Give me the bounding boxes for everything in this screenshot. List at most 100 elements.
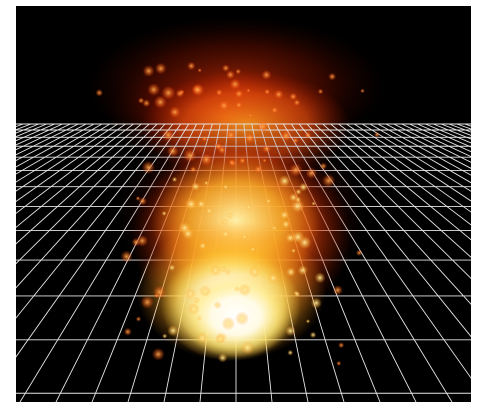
spark-particle <box>317 88 324 95</box>
spark-particle <box>261 69 272 80</box>
spark-particle <box>142 99 151 108</box>
spark-particle <box>250 246 256 252</box>
spark-particle <box>151 347 165 361</box>
spark-particle <box>184 197 198 211</box>
spark-particle <box>235 68 242 75</box>
spark-particle <box>196 315 202 321</box>
spark-particle <box>244 132 256 144</box>
grid-line-depth <box>425 123 471 144</box>
spark-particle <box>279 210 290 220</box>
grid-line-depth <box>16 123 39 134</box>
spark-particle <box>183 148 197 163</box>
spark-particle <box>190 166 197 173</box>
spark-particle <box>297 265 308 276</box>
spark-particle <box>155 62 167 75</box>
render-viewport[interactable] <box>16 6 471 402</box>
spark-particle <box>287 349 294 356</box>
spark-particle <box>210 265 222 276</box>
spark-particle <box>278 175 291 187</box>
spark-particle <box>294 291 301 298</box>
spark-particle <box>167 325 179 337</box>
spark-particle <box>205 207 213 215</box>
spark-particle <box>291 248 296 253</box>
spark-particle <box>241 233 248 240</box>
spark-particle <box>182 227 195 240</box>
spark-particle <box>187 303 200 315</box>
spark-particle <box>238 157 246 165</box>
spark-particle <box>319 162 328 170</box>
spark-particle <box>215 89 223 96</box>
spark-particle <box>288 163 303 177</box>
spark-particle <box>224 269 231 276</box>
spark-particle <box>262 158 267 163</box>
spark-particle <box>120 250 133 263</box>
spark-particle <box>95 89 104 97</box>
spark-particle <box>248 113 253 118</box>
grid-line-depth <box>16 123 79 156</box>
spark-particle <box>235 101 243 109</box>
spark-particle <box>229 78 241 90</box>
grid-line-depth <box>417 123 471 148</box>
spark-particle <box>360 88 365 94</box>
spark-particle <box>199 285 212 298</box>
spark-particle <box>196 332 208 344</box>
spark-particle <box>171 176 178 183</box>
spark-particle <box>245 204 252 211</box>
spark-particle <box>141 160 156 174</box>
spark-particle <box>305 167 317 179</box>
grid-line-depth <box>16 123 63 146</box>
spark-particle <box>311 201 316 206</box>
spark-particle <box>222 64 230 72</box>
spark-particle <box>169 106 181 118</box>
spark-particle <box>332 285 343 296</box>
spark-particle <box>135 316 142 322</box>
spark-particle <box>220 266 227 272</box>
spark-particle <box>191 182 201 192</box>
spark-particle <box>185 288 196 300</box>
spark-particle <box>225 129 236 141</box>
spark-particle <box>228 159 235 166</box>
fire-sparks <box>95 61 380 366</box>
spark-particle <box>321 174 336 188</box>
spark-particle <box>214 142 223 151</box>
grid-line-depth <box>409 123 471 153</box>
spark-particle <box>257 120 269 132</box>
spark-particle <box>328 72 337 81</box>
spark-particle <box>196 199 206 209</box>
grid-line-depth <box>16 123 55 142</box>
spark-particle <box>338 342 345 349</box>
spark-particle <box>234 286 240 292</box>
spark-particle <box>187 61 196 71</box>
spark-particle <box>305 319 311 324</box>
spark-particle <box>293 99 301 107</box>
spark-particle <box>204 180 209 186</box>
spark-particle <box>161 85 176 100</box>
spark-particle <box>272 225 277 231</box>
spark-particle <box>290 199 305 214</box>
spark-particle <box>226 212 234 219</box>
spark-particle <box>221 218 228 226</box>
spark-particle <box>162 333 168 339</box>
spark-particle <box>147 83 161 96</box>
spark-particle <box>193 297 200 304</box>
spark-particle <box>221 229 230 239</box>
spark-particle <box>285 325 296 337</box>
spark-particle <box>355 249 363 256</box>
spark-particle <box>218 100 230 112</box>
spark-particle <box>374 131 380 138</box>
spark-particle <box>154 293 160 299</box>
spark-particle <box>215 334 225 344</box>
spark-particle <box>266 198 272 204</box>
spark-particle <box>198 241 207 250</box>
spark-particle <box>310 297 322 309</box>
spark-particle <box>199 152 213 167</box>
spark-particle <box>262 144 271 154</box>
spark-particle <box>153 95 167 109</box>
grid-line-depth <box>16 123 134 214</box>
spark-particle <box>238 283 252 297</box>
spark-particle <box>240 340 255 355</box>
spark-particle <box>295 188 302 195</box>
spark-particle <box>254 165 263 174</box>
spark-particle <box>217 353 228 363</box>
grid-line-depth <box>16 123 103 175</box>
